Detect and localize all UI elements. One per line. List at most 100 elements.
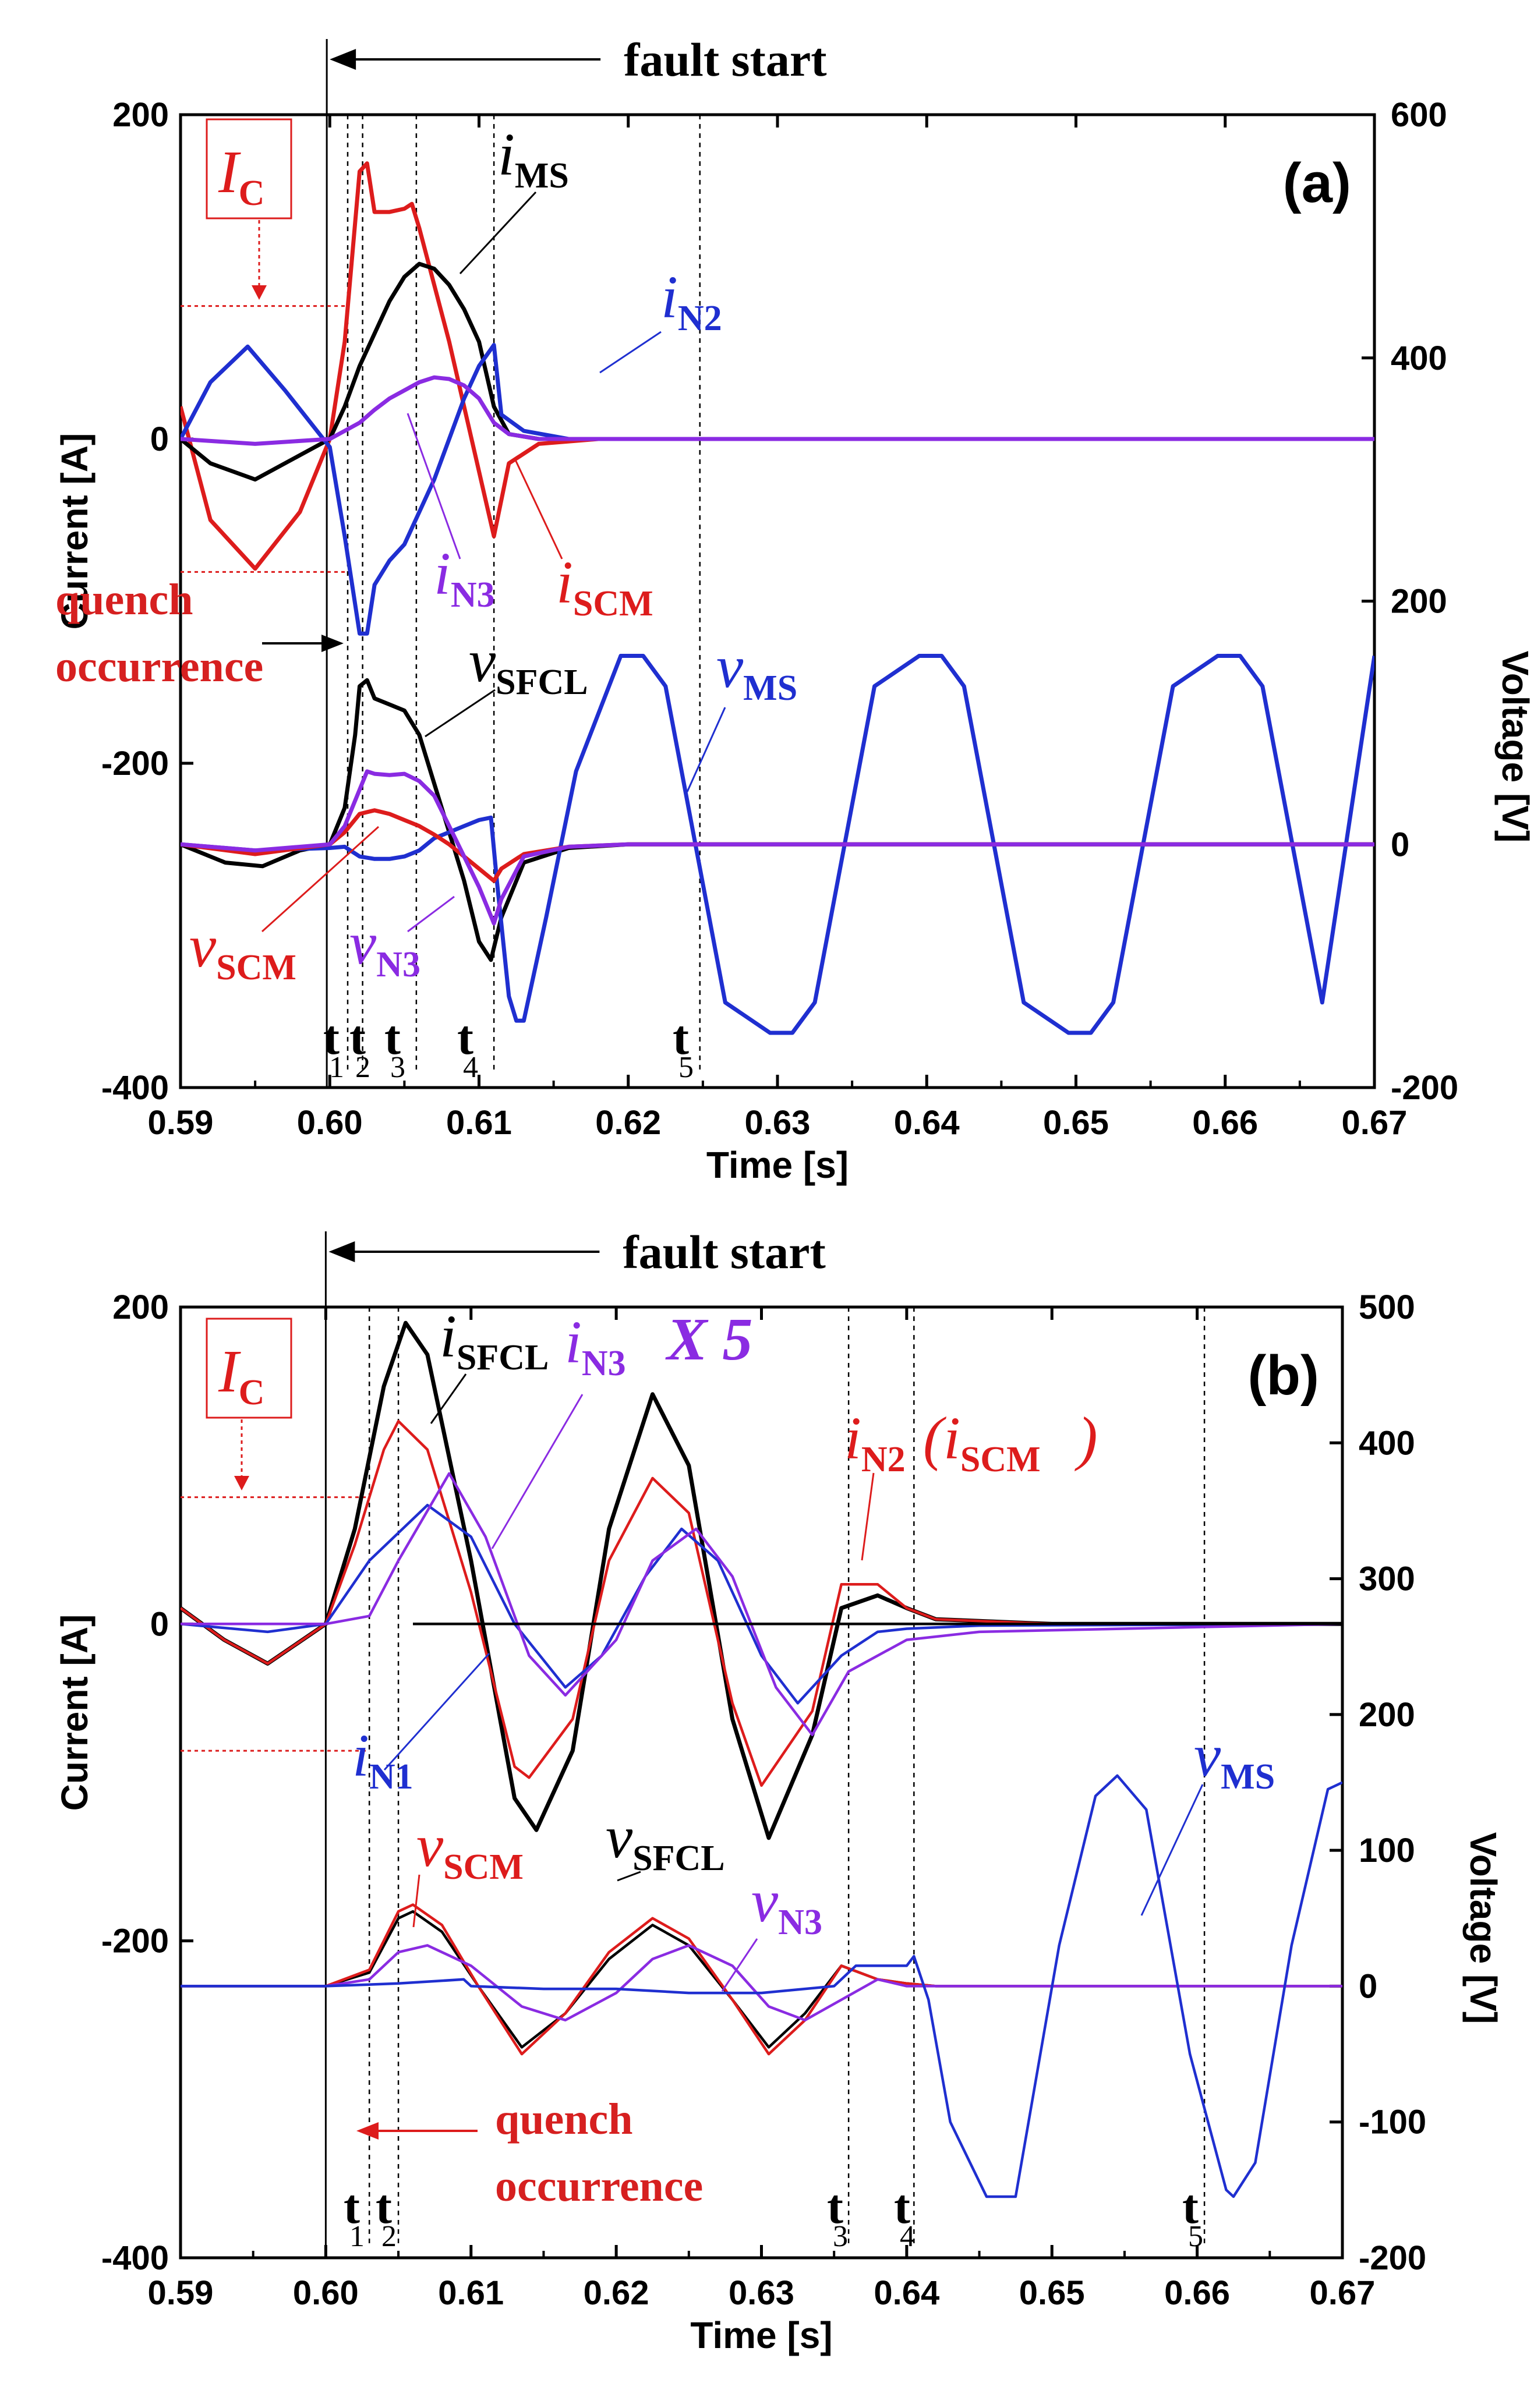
label-v-n3-sub: N3	[376, 945, 420, 985]
label-i-n2-sub: N2	[861, 1440, 906, 1479]
x-tick-label: 0.63	[729, 2274, 794, 2312]
series-line-v-ms	[181, 654, 1374, 1035]
y-left-tick-label: 200	[112, 1288, 169, 1326]
t-marker-sub: 2	[355, 1051, 370, 1084]
quench-label-line1: quench	[55, 575, 193, 624]
y-left-axis-title: Current [A]	[54, 1614, 96, 1811]
label-i-n2: iN2	[844, 1405, 906, 1479]
x-tick-label: 0.59	[148, 1104, 214, 1142]
series-group	[181, 161, 1374, 1035]
label-i-n2-main: i	[844, 1405, 861, 1472]
x-axis-title: Time [s]	[706, 1144, 849, 1186]
label-i-n3-main: i	[565, 1309, 582, 1376]
series-line-i-scm	[181, 1419, 1342, 1787]
t-marker-main: t	[323, 1011, 340, 1065]
label-i-n3: iN3	[565, 1309, 626, 1383]
label-i-n1: iN1	[352, 1722, 413, 1797]
panel-letter: (b)	[1247, 1344, 1319, 1407]
label-v-n3-sub: N3	[778, 1903, 822, 1942]
label-v-ms-main: v	[716, 633, 744, 700]
fault-start-label: fault start	[623, 1226, 825, 1279]
t-marker-sub: 5	[678, 1051, 694, 1084]
t-marker-sub: 5	[1188, 2220, 1203, 2253]
series-line-v-scm	[181, 808, 1374, 883]
label-i-scm-main: i	[943, 1405, 960, 1472]
y-right-tick-label: -200	[1391, 1069, 1458, 1107]
label-leader	[491, 1394, 584, 1549]
t-marker-main: t	[457, 1011, 473, 1065]
label-v-sfcl-sub: SFCL	[632, 1839, 724, 1878]
x-axis-title: Time [s]	[690, 2314, 832, 2356]
ic-box	[206, 118, 292, 219]
ic-label-sub: C	[239, 173, 265, 213]
y-right-tick-label: 300	[1359, 1560, 1415, 1598]
y-right-tick-label: 400	[1391, 339, 1447, 377]
label-v-sfcl: vSFCL	[606, 1804, 725, 1878]
label-i-n3-main: i	[434, 540, 451, 607]
ic-label-main: I	[218, 1338, 241, 1405]
series-line-i-n3	[181, 1472, 1342, 1737]
quench-label-line2: occurrence	[55, 642, 263, 691]
t-marker-sub: 4	[463, 1051, 478, 1084]
label-i-sfcl: iSFCL	[440, 1303, 549, 1377]
x-tick-label: 0.66	[1192, 1104, 1258, 1142]
panel-letter: (a)	[1283, 152, 1351, 214]
label-v-ms-main: v	[1194, 1722, 1221, 1789]
label-leader	[261, 826, 380, 933]
x-tick-label: 0.63	[745, 1104, 811, 1142]
x-tick-label: 0.62	[584, 2274, 649, 2312]
x-tick-label: 0.64	[894, 1104, 960, 1142]
label-leader	[686, 707, 726, 792]
label-leader	[617, 1871, 641, 1882]
y-right-tick-label: 600	[1391, 96, 1447, 134]
x-tick-label: 0.67	[1342, 1104, 1408, 1142]
t-marker-main: t	[894, 2180, 910, 2234]
label-v-ms-sub: MS	[1221, 1757, 1275, 1797]
label-i-ms-main: i	[498, 121, 515, 188]
label-v-sfcl-sub: SFCL	[496, 663, 588, 702]
t-marker-sub: 3	[833, 2220, 848, 2253]
label-i-n1-sub: N1	[369, 1757, 413, 1797]
label-leader	[599, 331, 662, 374]
label-v-scm-sub: SCM	[443, 1847, 524, 1887]
t-marker-sub: 3	[390, 1051, 405, 1084]
y-right-tick-label: 500	[1359, 1288, 1415, 1326]
label-v-sfcl-main: v	[606, 1804, 633, 1871]
label-leader	[425, 689, 496, 738]
x-tick-label: 0.61	[438, 2274, 504, 2312]
x-tick-label: 0.65	[1019, 2274, 1085, 2312]
label-i-n3-sub: N3	[451, 575, 495, 615]
label-i-sfcl-sub: SFCL	[457, 1338, 549, 1377]
fault-start-label: fault start	[624, 33, 826, 86]
times-five-label: X 5	[665, 1306, 752, 1373]
series-line-v-ms	[181, 1774, 1342, 2198]
y-right-tick-label: 100	[1359, 1832, 1415, 1869]
label-v-ms-sub: MS	[743, 668, 797, 708]
t-marker-main: t	[673, 1011, 689, 1065]
label-v-ms: vMS	[1194, 1722, 1275, 1797]
ic-label-main: I	[218, 139, 241, 206]
y-right-tick-label: 0	[1391, 826, 1409, 863]
y-right-axis-title: Voltage [V]	[1462, 1832, 1504, 2024]
x-tick-label: 0.64	[874, 2274, 939, 2312]
y-left-tick-label: -400	[101, 1069, 169, 1107]
series-line-v-n3	[181, 769, 1374, 926]
y-left-tick-label: 200	[112, 96, 169, 134]
label-i-scm-sub: SCM	[960, 1440, 1041, 1479]
x-tick-label: 0.66	[1164, 2274, 1230, 2312]
t-marker-main: t	[349, 1011, 366, 1065]
series-line-i-n3	[181, 375, 1374, 446]
label-leader	[407, 413, 461, 559]
label-i-scm-main: i	[556, 549, 573, 616]
fault-arrowhead	[328, 1241, 355, 1262]
t-marker-main: t	[827, 2180, 843, 2234]
label-v-sfcl: vSFCL	[469, 628, 588, 702]
label-v-n3-main: v	[751, 1868, 779, 1935]
quench-arrowhead	[321, 635, 344, 652]
quench-label-line1: quench	[495, 2095, 633, 2144]
y-right-tick-label: 200	[1359, 1696, 1415, 1734]
